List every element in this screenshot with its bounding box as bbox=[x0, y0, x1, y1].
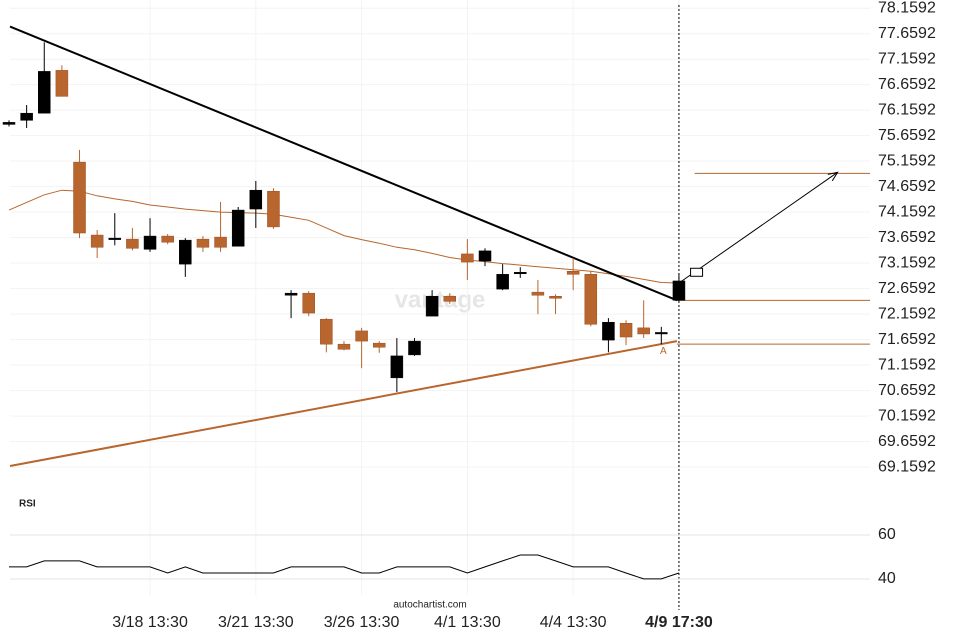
candle-body bbox=[425, 295, 439, 317]
candle-body bbox=[302, 292, 315, 314]
rsi-tick-label: 60 bbox=[878, 526, 896, 543]
candle-body bbox=[55, 70, 69, 97]
candle-body bbox=[214, 236, 227, 248]
candle-body bbox=[408, 340, 421, 356]
y-tick-label: 73.1592 bbox=[878, 254, 936, 271]
candle-body bbox=[602, 321, 615, 341]
y-tick-label: 72.1592 bbox=[878, 305, 936, 322]
candle-body bbox=[20, 112, 33, 121]
forecast-box bbox=[690, 267, 704, 277]
y-tick-label: 77.1592 bbox=[878, 50, 936, 67]
candle-body bbox=[179, 239, 192, 265]
candle-body bbox=[619, 323, 633, 338]
candle-body bbox=[126, 238, 139, 249]
candle-body bbox=[531, 291, 545, 296]
candle-body bbox=[284, 292, 298, 296]
y-tick-label: 77.6592 bbox=[878, 25, 936, 42]
y-tick-label: 73.6592 bbox=[878, 229, 936, 246]
x-tick-label: 4/1 13:30 bbox=[434, 614, 501, 631]
rsi-line bbox=[9, 554, 680, 580]
y-tick-label: 69.6592 bbox=[878, 433, 936, 450]
y-tick-label: 72.6592 bbox=[878, 280, 936, 297]
moving-average bbox=[8, 189, 679, 284]
x-tick-label: 3/18 13:30 bbox=[112, 614, 188, 631]
y-tick-label: 76.6592 bbox=[878, 76, 936, 93]
candle-body bbox=[320, 318, 333, 345]
y-tick-label: 70.1592 bbox=[878, 407, 936, 424]
arrow-head bbox=[827, 171, 839, 182]
y-tick-label: 71.6592 bbox=[878, 331, 936, 348]
candle-body bbox=[337, 343, 351, 350]
candle-body bbox=[372, 342, 386, 348]
candle-body bbox=[161, 235, 174, 243]
candle-body bbox=[249, 189, 263, 210]
candle-body bbox=[478, 250, 492, 262]
x-tick-label: 4/4 13:30 bbox=[540, 614, 607, 631]
candle-body bbox=[549, 295, 562, 299]
forecast-arrow bbox=[678, 171, 838, 284]
rsi-tick-label: 40 bbox=[878, 570, 896, 587]
candle-body bbox=[143, 235, 157, 250]
candle-body bbox=[90, 234, 104, 248]
x-tick-label: 3/26 13:30 bbox=[324, 614, 400, 631]
y-tick-label: 71.1592 bbox=[878, 356, 936, 373]
candle-body bbox=[443, 295, 456, 302]
y-tick-label: 75.6592 bbox=[878, 127, 936, 144]
trendline bbox=[9, 25, 678, 302]
candle-body bbox=[637, 327, 650, 335]
candle-body bbox=[73, 161, 86, 234]
candle-body bbox=[196, 238, 210, 248]
x-tick-label: 4/9 17:30 bbox=[645, 614, 713, 631]
marker-label: A bbox=[660, 346, 667, 357]
trendline bbox=[9, 340, 678, 468]
x-tick-label: 3/21 13:30 bbox=[218, 614, 294, 631]
candle-body bbox=[2, 122, 16, 125]
candle-body bbox=[108, 237, 122, 240]
candle-body bbox=[566, 271, 580, 275]
candle-body bbox=[267, 190, 280, 228]
candle-body bbox=[38, 71, 51, 114]
y-tick-label: 74.1592 bbox=[878, 203, 936, 220]
watermark: vantage bbox=[395, 286, 486, 313]
candle-body bbox=[355, 330, 368, 342]
y-tick-label: 70.6592 bbox=[878, 382, 936, 399]
candle-body bbox=[655, 332, 668, 335]
y-tick-label: 69.1592 bbox=[878, 458, 936, 475]
candle-body bbox=[672, 280, 686, 301]
source-label: autochartist.com bbox=[393, 600, 466, 611]
candle-body bbox=[390, 355, 404, 379]
y-tick-label: 74.6592 bbox=[878, 178, 936, 195]
candle-body bbox=[496, 274, 509, 290]
y-tick-label: 76.1592 bbox=[878, 101, 936, 118]
candle-body bbox=[584, 274, 598, 325]
y-tick-label: 78.1592 bbox=[878, 0, 936, 16]
candle-body bbox=[514, 272, 527, 275]
candle-body bbox=[231, 209, 245, 247]
rsi-label: RSI bbox=[19, 499, 36, 510]
y-tick-label: 75.1592 bbox=[878, 152, 936, 169]
candle-body bbox=[461, 253, 474, 263]
